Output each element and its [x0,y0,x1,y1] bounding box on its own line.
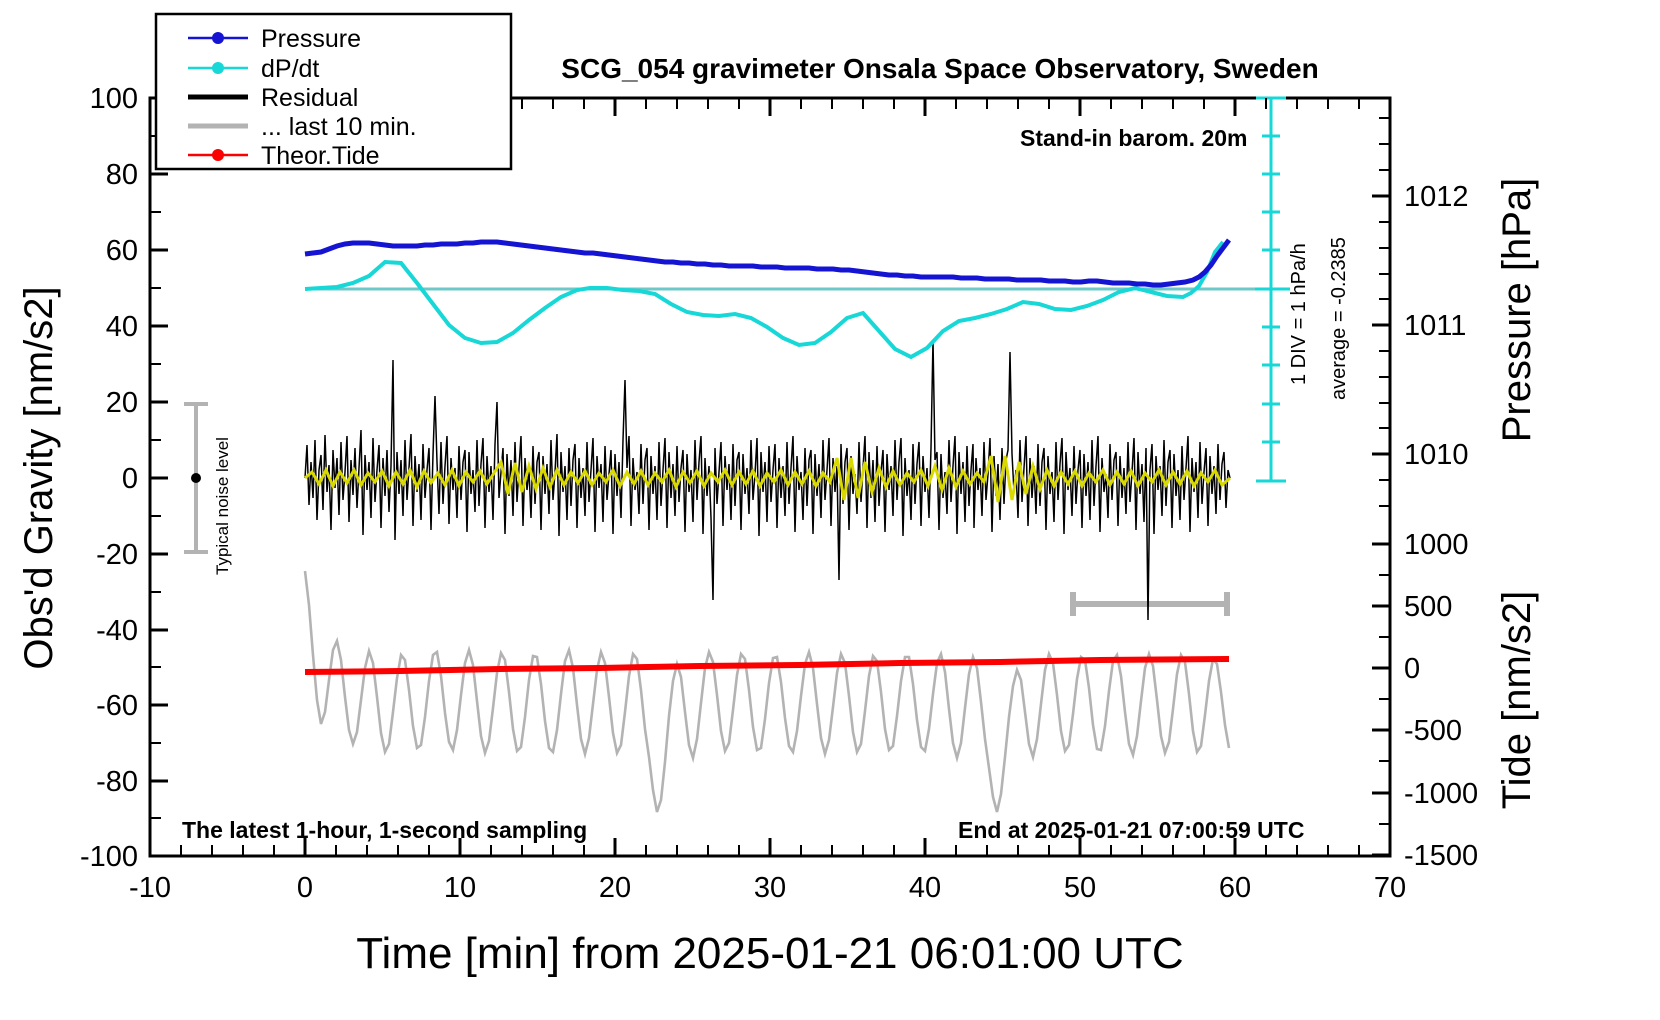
end-time-note: End at 2025-01-21 07:00:59 UTC [958,817,1304,843]
y-tick-label: 80 [106,159,138,191]
chart-title: SCG_054 gravimeter Onsala Space Observat… [561,53,1318,84]
typical-noise-level-label: Typical noise level [213,437,232,575]
legend[interactable]: Pressure dP/dt Residual ... last 10 min.… [154,12,513,171]
x-tick-label: 50 [1064,872,1096,904]
legend-item-last-10-min[interactable]: ... last 10 min. [188,113,417,141]
legend-label-residual: Residual [261,84,358,112]
y-tick-label: 60 [106,235,138,267]
y-tick-label: 40 [106,311,138,343]
last-10-min-range-bar [1070,592,1230,616]
y-right-tide-tick-label: -1000 [1404,778,1478,810]
y-right-pressure-tick-label: 1011 [1404,310,1466,342]
legend-label-theor-tide: Theor.Tide [261,142,380,170]
y-axis-title-left: Obs'd Gravity [nm/s2] [17,286,61,669]
x-tick-label: 20 [599,872,631,904]
series-residual [304,339,1231,621]
y-axis-right-tide: 1000 500 0 -500 -1000 -1500 [1372,529,1478,872]
legend-label-pressure: Pressure [261,25,361,53]
legend-label-dpdt: dP/dt [261,55,319,83]
y-axis-title-right-pressure: Pressure [hPa] [1495,178,1539,443]
legend-marker-dot-icon [212,149,224,161]
x-tick-label: 40 [909,872,941,904]
y-axis-right-pressure: 1012 1011 1010 [1372,117,1469,507]
y-axis-left: 100 80 60 40 20 0 -20 -40 -60 -80 -100 [80,83,168,873]
legend-item-residual[interactable]: Residual [188,84,358,112]
y-right-tide-tick-label: 1000 [1404,529,1469,561]
y-tick-label: -40 [96,615,138,647]
y-right-pressure-tick-label: 1012 [1404,181,1469,213]
legend-item-pressure[interactable]: Pressure [188,25,361,53]
y-tick-label: -80 [96,766,138,798]
y-axis-title-right-tide: Tide [nm/s2] [1495,591,1539,810]
typical-noise-level-indicator: Typical noise level [184,402,232,575]
dpdt-scale-bar: 1 DIV = 1 hPa/h average = -0.2385 [1252,96,1350,483]
average-dpdt-label: average = -0.2385 [1328,237,1350,400]
series-dpdt [304,240,1225,360]
y-right-tide-tick-label: -500 [1404,715,1462,747]
y-right-tide-tick-label: 500 [1404,591,1452,623]
y-tick-label: 100 [90,83,138,115]
x-tick-label: -10 [129,872,171,904]
legend-marker-dot-icon [212,62,224,74]
stand-in-barometer-note: Stand-in barom. 20m [1020,125,1247,151]
y-right-pressure-tick-label: 1010 [1404,439,1469,471]
legend-item-theor-tide[interactable]: Theor.Tide [188,142,380,170]
legend-marker-dot-icon [212,32,224,44]
div-scale-label: 1 DIV = 1 hPa/h [1288,243,1310,385]
x-tick-label: 70 [1374,872,1406,904]
y-tick-label: 0 [122,463,138,495]
x-tick-label: 10 [444,872,476,904]
y-right-tide-tick-label: -1500 [1404,840,1478,872]
series-pressure [304,238,1231,288]
series-residual-smoothed [304,455,1231,503]
series-theor-tide [304,656,1230,675]
y-tick-label: -60 [96,690,138,722]
legend-item-dpdt[interactable]: dP/dt [188,55,319,83]
y-tick-label: -100 [80,841,138,873]
x-tick-label: 0 [297,872,313,904]
x-axis-title: Time [min] from 2025-01-21 06:01:00 UTC [356,929,1183,978]
x-axis: -10 0 10 20 30 40 50 60 70 [129,98,1406,904]
sampling-note: The latest 1-hour, 1-second sampling [182,817,587,843]
y-tick-label: 20 [106,387,138,419]
x-tick-label: 30 [754,872,786,904]
y-tick-label: -20 [96,539,138,571]
y-right-tide-tick-label: 0 [1404,653,1420,685]
legend-label-last-10-min: ... last 10 min. [261,113,417,141]
x-tick-label: 60 [1219,872,1251,904]
series-last10min-trace [303,570,1231,813]
